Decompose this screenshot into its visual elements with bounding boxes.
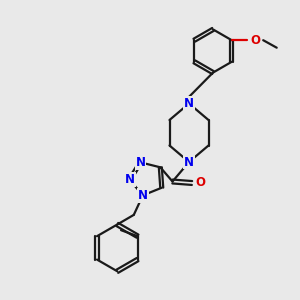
Text: N: N <box>124 173 135 186</box>
Text: N: N <box>138 189 148 202</box>
Text: O: O <box>250 34 260 47</box>
Text: O: O <box>195 176 206 190</box>
Text: N: N <box>136 156 146 169</box>
Text: N: N <box>184 97 194 110</box>
Text: N: N <box>184 155 194 169</box>
